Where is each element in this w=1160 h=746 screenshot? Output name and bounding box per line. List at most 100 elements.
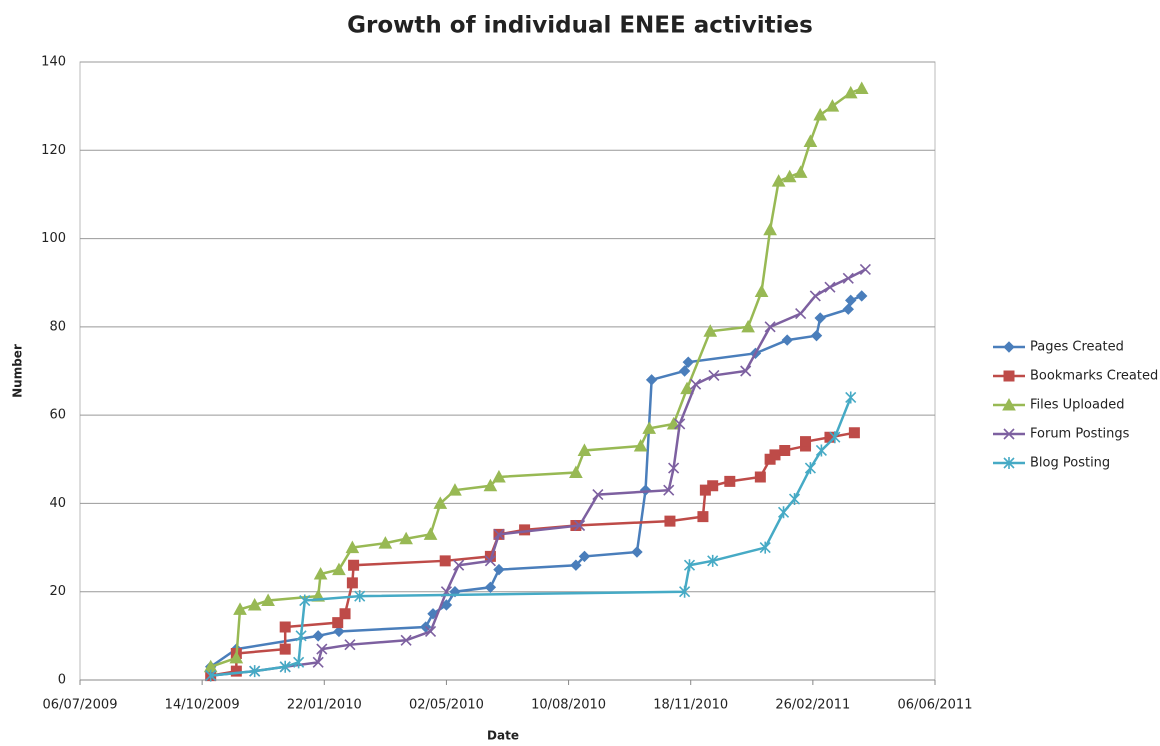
marker: [781, 334, 793, 346]
marker: [825, 99, 840, 112]
legend-label: Files Uploaded: [1030, 398, 1124, 413]
marker: [842, 303, 854, 315]
marker: [859, 263, 871, 276]
marker: [453, 559, 465, 571]
marker: [845, 391, 857, 404]
marker: [344, 639, 356, 651]
y-tick-label: 120: [41, 143, 66, 158]
marker: [279, 621, 291, 633]
x-tick-label: 18/11/2010: [653, 698, 728, 713]
marker: [678, 365, 691, 377]
marker: [814, 312, 826, 324]
marker: [316, 643, 328, 655]
marker: [845, 294, 857, 307]
y-tick-label: 20: [49, 584, 66, 599]
marker: [759, 541, 771, 554]
marker: [229, 650, 244, 664]
marker: [813, 107, 828, 121]
marker: [312, 656, 324, 668]
marker: [703, 324, 718, 337]
y-tick-label: 60: [49, 408, 66, 423]
marker: [854, 81, 869, 94]
marker: [424, 625, 437, 638]
x-tick-label: 10/08/2010: [531, 698, 606, 713]
marker: [345, 540, 360, 554]
marker: [664, 515, 676, 527]
marker: [230, 665, 242, 677]
series-line: [210, 268, 866, 677]
marker: [697, 511, 709, 523]
marker: [399, 531, 413, 545]
marker: [631, 546, 643, 558]
marker: [332, 617, 344, 629]
marker: [842, 272, 854, 284]
marker: [754, 284, 769, 298]
marker: [233, 602, 247, 615]
legend-label: Forum Postings: [1030, 427, 1130, 442]
marker: [763, 222, 777, 236]
x-tick-label: 06/07/2009: [43, 698, 118, 713]
marker: [423, 527, 438, 540]
marker: [483, 478, 498, 492]
marker: [848, 427, 860, 439]
marker: [279, 660, 291, 673]
y-tick-label: 80: [49, 319, 66, 334]
marker: [205, 669, 217, 682]
marker: [674, 418, 686, 430]
marker: [354, 590, 366, 603]
marker: [856, 290, 868, 302]
marker: [312, 630, 324, 642]
y-tick-label: 100: [41, 231, 66, 246]
marker: [815, 444, 827, 457]
marker: [829, 431, 841, 444]
marker: [569, 465, 583, 479]
marker: [764, 321, 776, 333]
marker: [803, 134, 818, 147]
y-tick-label: 0: [58, 673, 66, 688]
marker: [261, 593, 275, 607]
marker: [680, 381, 694, 395]
x-tick-label: 02/05/2010: [409, 698, 484, 713]
marker: [332, 562, 346, 576]
marker: [448, 483, 462, 496]
marker: [771, 174, 786, 187]
marker: [800, 436, 812, 448]
marker: [313, 567, 328, 580]
marker: [741, 319, 755, 333]
marker: [824, 281, 836, 293]
marker: [682, 356, 694, 368]
marker: [843, 85, 858, 99]
marker: [484, 555, 496, 567]
marker: [690, 378, 702, 390]
x-tick-label: 14/10/2009: [165, 698, 240, 713]
marker: [708, 369, 720, 381]
marker: [578, 550, 591, 563]
marker: [769, 449, 781, 461]
y-tick-label: 140: [41, 55, 66, 70]
marker: [293, 656, 305, 669]
marker: [247, 597, 262, 611]
legend-marker: [1003, 457, 1015, 469]
marker: [339, 608, 351, 620]
marker: [707, 554, 719, 567]
marker: [633, 438, 648, 452]
legend-marker: [1003, 341, 1015, 353]
marker: [439, 555, 451, 567]
marker: [788, 493, 801, 506]
marker: [804, 462, 816, 475]
legend-label: Pages Created: [1030, 340, 1124, 355]
marker: [249, 665, 261, 678]
marker: [493, 563, 505, 576]
chart-title: Growth of individual ENEE activities: [347, 13, 813, 39]
marker: [346, 577, 358, 589]
marker: [570, 559, 582, 571]
x-tick-label: 06/06/2011: [898, 698, 973, 713]
x-tick-label: 26/02/2011: [775, 698, 850, 713]
marker: [577, 443, 592, 456]
legend-label: Blog Posting: [1030, 456, 1110, 471]
marker: [333, 625, 345, 638]
x-axis-label: Date: [487, 729, 519, 743]
marker: [740, 365, 752, 377]
marker: [493, 528, 505, 540]
